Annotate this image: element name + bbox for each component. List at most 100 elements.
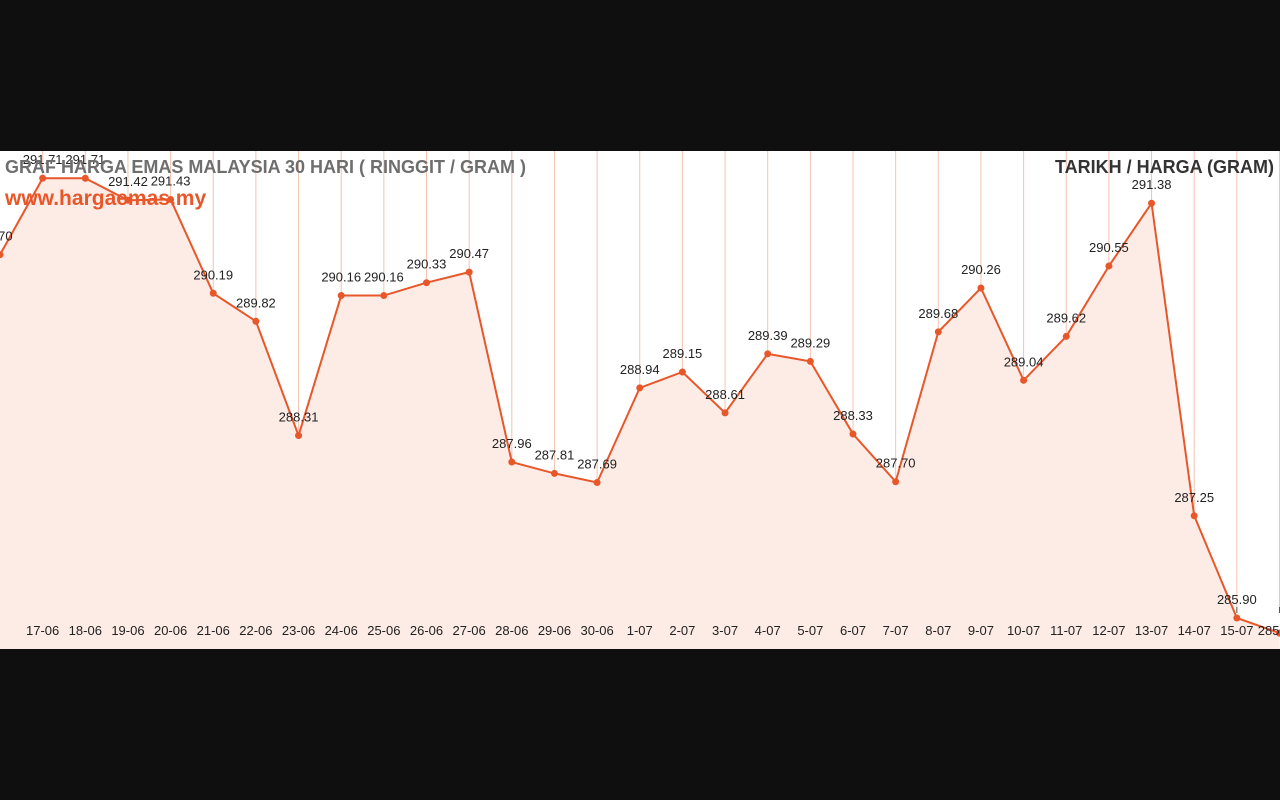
value-label: 289.04 xyxy=(1004,354,1044,369)
x-tick-label: 20-06 xyxy=(154,623,187,638)
value-label: 287.70 xyxy=(876,456,916,471)
value-labels: 0.70291.71291.71291.42291.43290.19289.82… xyxy=(0,152,1257,607)
x-tick-label: 1-07 xyxy=(627,623,653,638)
value-label: 289.62 xyxy=(1046,310,1086,325)
value-label: 291.38 xyxy=(1132,177,1172,192)
value-label: 289.39 xyxy=(748,328,788,343)
x-tick-label: 285 xyxy=(1258,623,1280,638)
value-label: 290.16 xyxy=(364,270,404,285)
data-point[interactable] xyxy=(124,196,132,204)
data-point[interactable] xyxy=(764,350,772,358)
x-tick-label: 10-07 xyxy=(1007,623,1040,638)
data-point[interactable] xyxy=(1148,199,1156,207)
value-label: 287.25 xyxy=(1174,490,1214,505)
data-point[interactable] xyxy=(892,478,900,486)
price-area-fill xyxy=(0,178,1280,649)
value-label: 290.47 xyxy=(449,246,489,261)
value-label: 291.43 xyxy=(151,173,191,188)
data-point[interactable] xyxy=(550,469,558,477)
data-point[interactable] xyxy=(1062,332,1070,340)
x-axis-ticks: 17-06 18-06 19-06 20-06 21-06 22-06 23-06 24-06… xyxy=(26,623,1279,638)
data-point[interactable] xyxy=(721,409,729,417)
chart-title: GRAF HARGA EMAS MALAYSIA 30 HARI ( RINGG… xyxy=(5,157,527,177)
x-tick-label: 5-07 xyxy=(797,623,823,638)
data-point[interactable] xyxy=(380,292,388,300)
data-point[interactable] xyxy=(465,268,473,276)
value-label: 290.19 xyxy=(193,267,233,282)
x-tick-label: 8-07 xyxy=(925,623,951,638)
price-chart: 0.70291.71291.71291.42291.43290.19289.82… xyxy=(0,151,1280,649)
x-tick-label: 28-06 xyxy=(495,623,528,638)
data-point[interactable] xyxy=(849,430,857,438)
value-label: 288.61 xyxy=(705,387,745,402)
data-point[interactable] xyxy=(1276,629,1280,637)
data-point[interactable] xyxy=(209,289,217,297)
value-label: 291.71 xyxy=(65,152,105,167)
x-tick-label: 18-06 xyxy=(69,623,102,638)
x-tick-label: 27-06 xyxy=(453,623,486,638)
value-label: 288.31 xyxy=(279,410,319,425)
chart-panel: 0.70291.71291.71291.42291.43290.19289.82… xyxy=(0,151,1280,649)
x-tick-label: 25-06 xyxy=(367,623,400,638)
data-point[interactable] xyxy=(678,368,686,376)
value-label: 289.15 xyxy=(663,346,703,361)
data-point[interactable] xyxy=(1190,512,1198,520)
value-label: 290.33 xyxy=(407,257,447,272)
value-label: 288.94 xyxy=(620,362,660,377)
x-tick-label: 7-07 xyxy=(883,623,909,638)
value-label: 291.71 xyxy=(23,152,63,167)
data-point[interactable] xyxy=(806,357,814,365)
value-label: 288.33 xyxy=(833,408,873,423)
value-label: 287.96 xyxy=(492,436,532,451)
x-tick-label: 23-06 xyxy=(282,623,315,638)
price-points xyxy=(0,174,1280,637)
value-label: 291.42 xyxy=(108,174,148,189)
data-point[interactable] xyxy=(295,432,303,440)
x-tick-label: 3-07 xyxy=(712,623,738,638)
data-point[interactable] xyxy=(1233,614,1241,622)
value-label: 289.82 xyxy=(236,295,276,310)
value-label: 287.81 xyxy=(535,447,575,462)
x-tick-label: 22-06 xyxy=(239,623,272,638)
value-label: 289.29 xyxy=(790,335,830,350)
x-tick-label: 30-06 xyxy=(580,623,613,638)
x-tick-label: 15-07 xyxy=(1220,623,1253,638)
x-tick-label: 2-07 xyxy=(669,623,695,638)
axis-caption: TARIKH / HARGA (GRAM) xyxy=(1055,157,1274,177)
data-point[interactable] xyxy=(934,328,942,336)
value-label: 289.68 xyxy=(918,306,958,321)
value-label: 0.70 xyxy=(0,229,13,244)
value-label: 290.16 xyxy=(321,270,361,285)
value-label: 290.26 xyxy=(961,262,1001,277)
value-label: 287.69 xyxy=(577,456,617,471)
data-point[interactable] xyxy=(636,384,644,392)
x-tick-label: 6-07 xyxy=(840,623,866,638)
value-label: 285.90 xyxy=(1217,592,1257,607)
data-point[interactable] xyxy=(81,174,89,182)
x-tick-label: 12-07 xyxy=(1092,623,1125,638)
x-tick-label: 9-07 xyxy=(968,623,994,638)
data-point[interactable] xyxy=(423,279,430,287)
data-point[interactable] xyxy=(593,478,601,486)
x-tick-label: 26-06 xyxy=(410,623,443,638)
data-point[interactable] xyxy=(39,174,47,182)
x-tick-label: 24-06 xyxy=(325,623,358,638)
data-point[interactable] xyxy=(508,458,516,466)
data-point[interactable] xyxy=(0,251,4,259)
data-point[interactable] xyxy=(167,195,175,203)
x-tick-label: 13-07 xyxy=(1135,623,1168,638)
value-label: 290.55 xyxy=(1089,240,1129,255)
data-point[interactable] xyxy=(1020,376,1028,384)
x-tick-label: 11-07 xyxy=(1050,623,1082,638)
data-point[interactable] xyxy=(977,284,985,292)
data-point[interactable] xyxy=(252,317,260,325)
x-tick-label: 19-06 xyxy=(111,623,144,638)
data-point[interactable] xyxy=(337,292,345,300)
x-tick-label: 17-06 xyxy=(26,623,59,638)
x-tick-label: 29-06 xyxy=(538,623,571,638)
x-tick-label: 21-06 xyxy=(197,623,230,638)
x-tick-label: 14-07 xyxy=(1178,623,1211,638)
data-point[interactable] xyxy=(1105,262,1113,270)
x-tick-label: 4-07 xyxy=(755,623,781,638)
site-url[interactable]: www.hargaemas.my xyxy=(5,187,207,210)
